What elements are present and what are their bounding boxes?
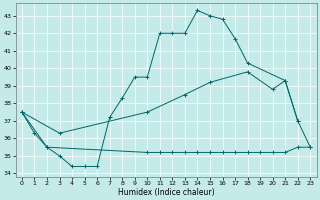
X-axis label: Humidex (Indice chaleur): Humidex (Indice chaleur) [118,188,214,197]
